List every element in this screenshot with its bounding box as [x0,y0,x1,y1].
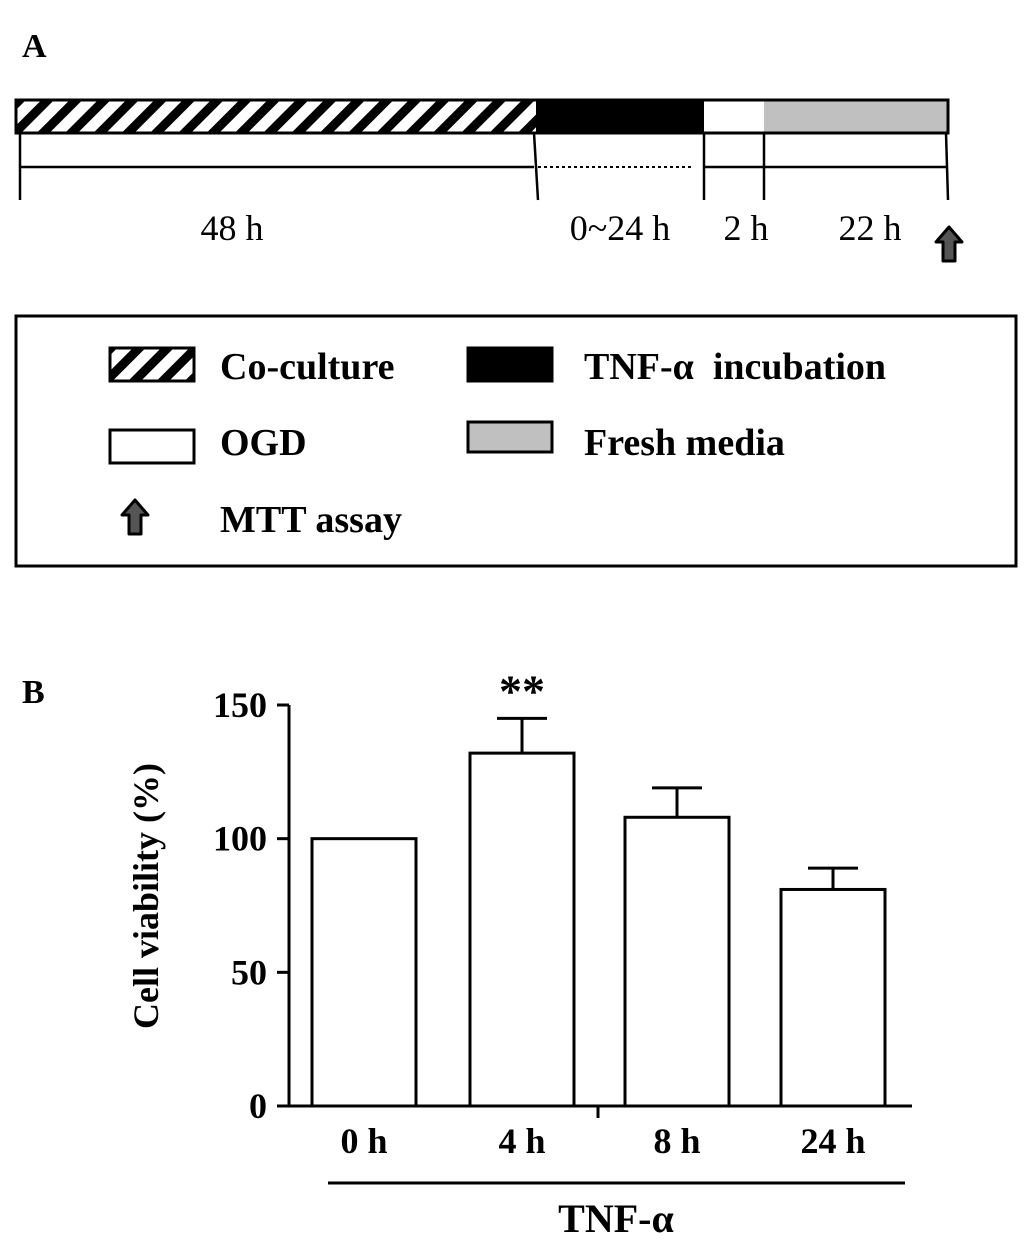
duration-0-24h: 0~24 h [570,208,670,248]
timeline-outline [14,98,950,135]
x-tick-label-3: 24 h [800,1121,865,1161]
bar-chart: 0 50 100 150 0 h 4 h 8 h 24 h ** [213,665,912,1161]
legend-ogd-label: OGD [220,422,307,464]
timeline-scale [18,132,950,201]
legend-ogd-swatch [108,428,196,465]
bar-0 [310,837,418,1108]
legend-tnf-swatch [466,346,554,383]
mtt-arrow-icon [934,225,964,263]
tnf-segment [536,100,704,133]
legend-box [14,314,1018,568]
x-tick-label-2: 8 h [653,1121,700,1161]
legend-coculture-swatch [108,346,196,383]
legend-fresh-label: Fresh media [584,422,785,464]
bar-2 [623,815,731,1108]
duration-22h: 22 h [839,208,902,248]
duration-2h: 2 h [724,208,769,248]
panel-a-label: A [22,28,47,65]
duration-48h: 48 h [201,208,264,248]
y-axis-label: Cell viability (%) [126,763,166,1029]
legend-coculture-label: Co-culture [220,346,395,388]
legend-mtt-label: MTT assay [220,499,402,541]
group-label: TNF-α [558,1196,674,1241]
y-tick-label-150: 150 [213,685,267,725]
x-tick-label-0: 0 h [340,1121,387,1161]
timeline-bar [14,98,950,135]
y-tick-label-0: 0 [249,1086,267,1126]
coculture-segment [16,100,536,133]
legend-fresh-swatch [466,420,554,454]
y-tick-label-100: 100 [213,819,267,859]
legend-tnf-label: TNF-α incubation [584,346,886,388]
x-tick-label-1: 4 h [498,1121,545,1161]
ogd-segment [704,100,764,133]
y-tick-label-50: 50 [231,952,267,992]
bar-3 [779,887,887,1108]
legend-mtt-arrow-icon [120,498,150,536]
panel-b-label: B [22,674,45,711]
fresh-media-segment [764,100,948,133]
bar-1 [468,751,576,1108]
significance-label-0: ** [499,665,545,716]
